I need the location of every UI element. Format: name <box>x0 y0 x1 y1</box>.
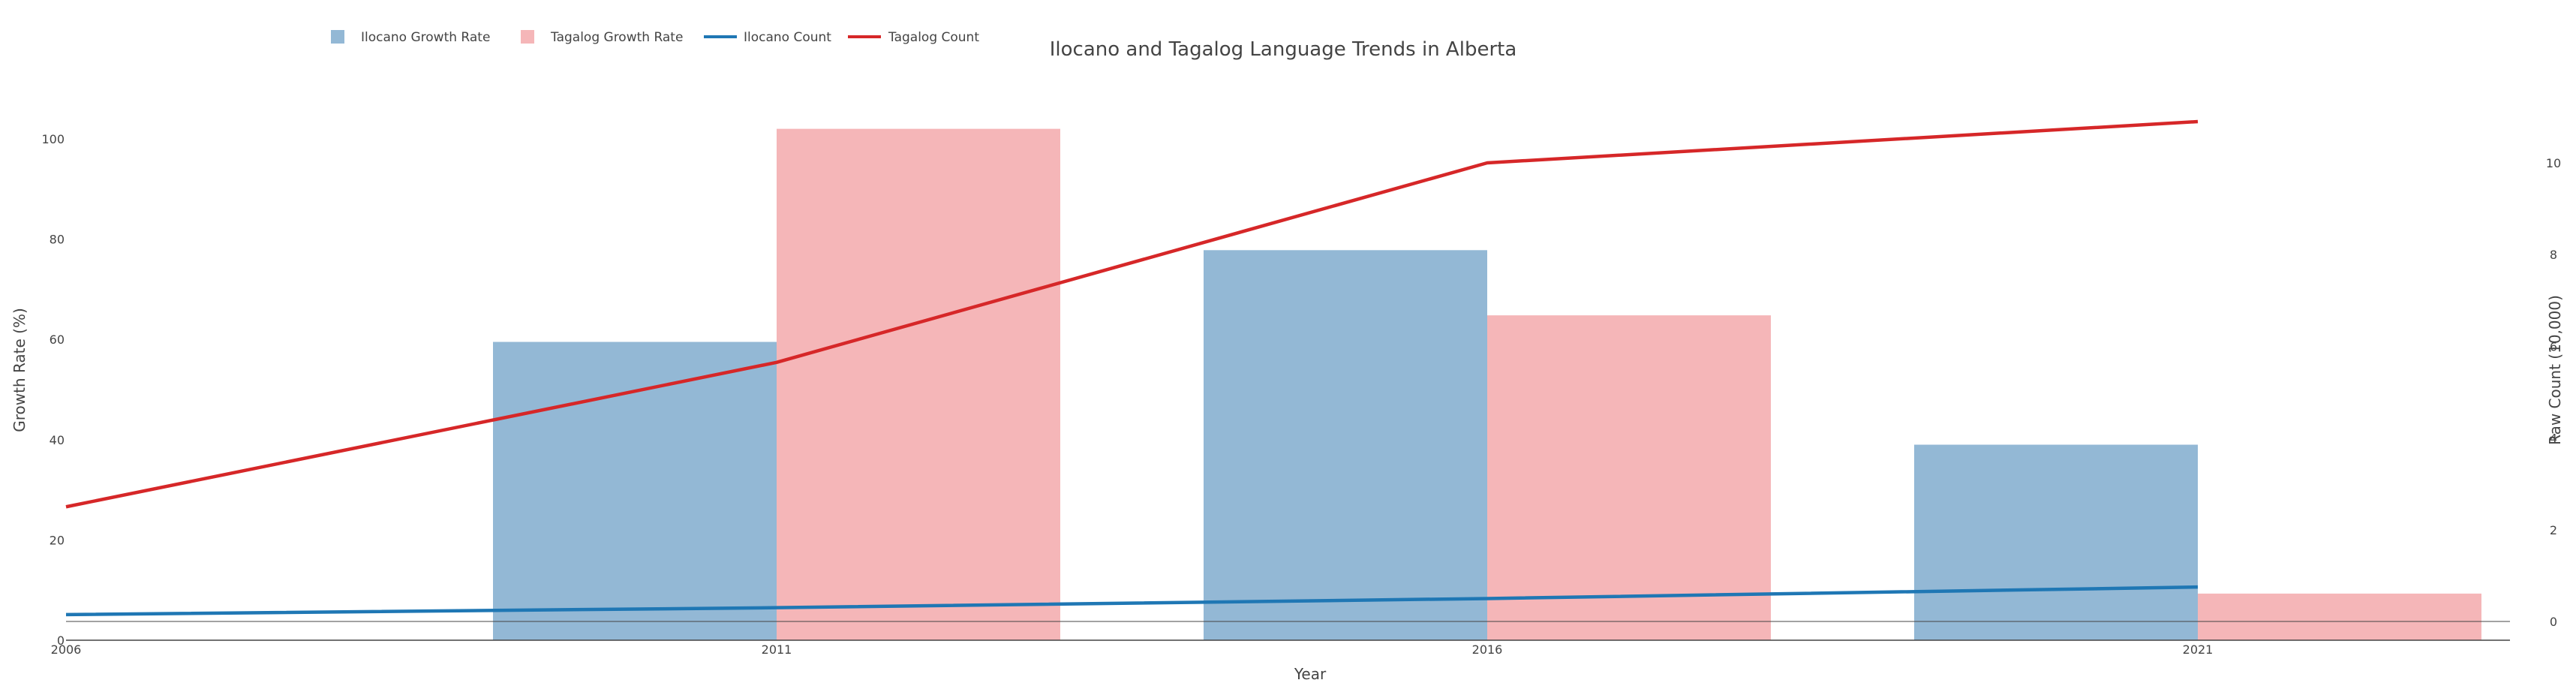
y-left-tick-label: 60 <box>50 332 65 347</box>
y-left-tick-label: 40 <box>50 433 65 447</box>
bar-tagalog-growth <box>1487 315 1771 640</box>
y-right-tick-label: 10 <box>2546 156 2561 170</box>
legend-label-tagalog-growth: Tagalog Growth Rate <box>550 30 683 45</box>
y-left-tick-label: 0 <box>57 633 65 648</box>
legend-swatch-ilocano-growth <box>331 30 344 44</box>
chart-title: Ilocano and Tagalog Language Trends in A… <box>1050 38 1517 61</box>
bar-ilocano-growth <box>1914 444 2198 640</box>
y-left-axis-title: Growth Rate (%) <box>11 308 29 432</box>
y-right-tick-label: 4 <box>2550 432 2557 446</box>
axes-layer <box>66 621 2510 641</box>
y-left-tick-label: 20 <box>50 533 65 547</box>
lines-layer <box>65 119 2199 617</box>
legend-swatch-tagalog-growth <box>521 30 534 44</box>
x-tick-label: 2006 <box>51 642 82 657</box>
bar-tagalog-growth <box>2198 593 2481 640</box>
bar-tagalog-growth <box>777 128 1060 640</box>
x-tick-label: 2016 <box>1472 642 1503 657</box>
y-right-tick-label: 8 <box>2550 248 2557 262</box>
legend: Ilocano Growth Rate Tagalog Growth Rate … <box>331 30 979 45</box>
y-right-tick-label: 2 <box>2550 523 2557 537</box>
x-tick-label: 2011 <box>762 642 792 657</box>
bar-ilocano-growth <box>493 342 777 640</box>
ticks-layer: 2006 2011 2016 2021 0 20 40 60 80 100 0 2 4 6 8 10 <box>41 132 2561 657</box>
legend-label-tagalog-count: Tagalog Count <box>888 30 979 45</box>
y-left-tick-label: 100 <box>41 132 65 146</box>
legend-label-ilocano-growth: Ilocano Growth Rate <box>361 30 490 45</box>
y-right-tick-label: 0 <box>2550 615 2557 629</box>
legend-label-ilocano-count: Ilocano Count <box>744 30 831 45</box>
y-left-tick-label: 80 <box>50 233 65 247</box>
y-right-axis-title: Raw Count (10,000) <box>2546 295 2564 445</box>
x-axis-title: Year <box>1294 665 1327 683</box>
bars-layer <box>493 128 2481 640</box>
x-tick-label: 2021 <box>2183 642 2214 657</box>
bar-ilocano-growth <box>1204 250 1487 640</box>
y-right-tick-label: 6 <box>2550 339 2557 354</box>
line-tagalog-count <box>65 119 2199 509</box>
line-ilocano-count <box>65 585 2199 617</box>
